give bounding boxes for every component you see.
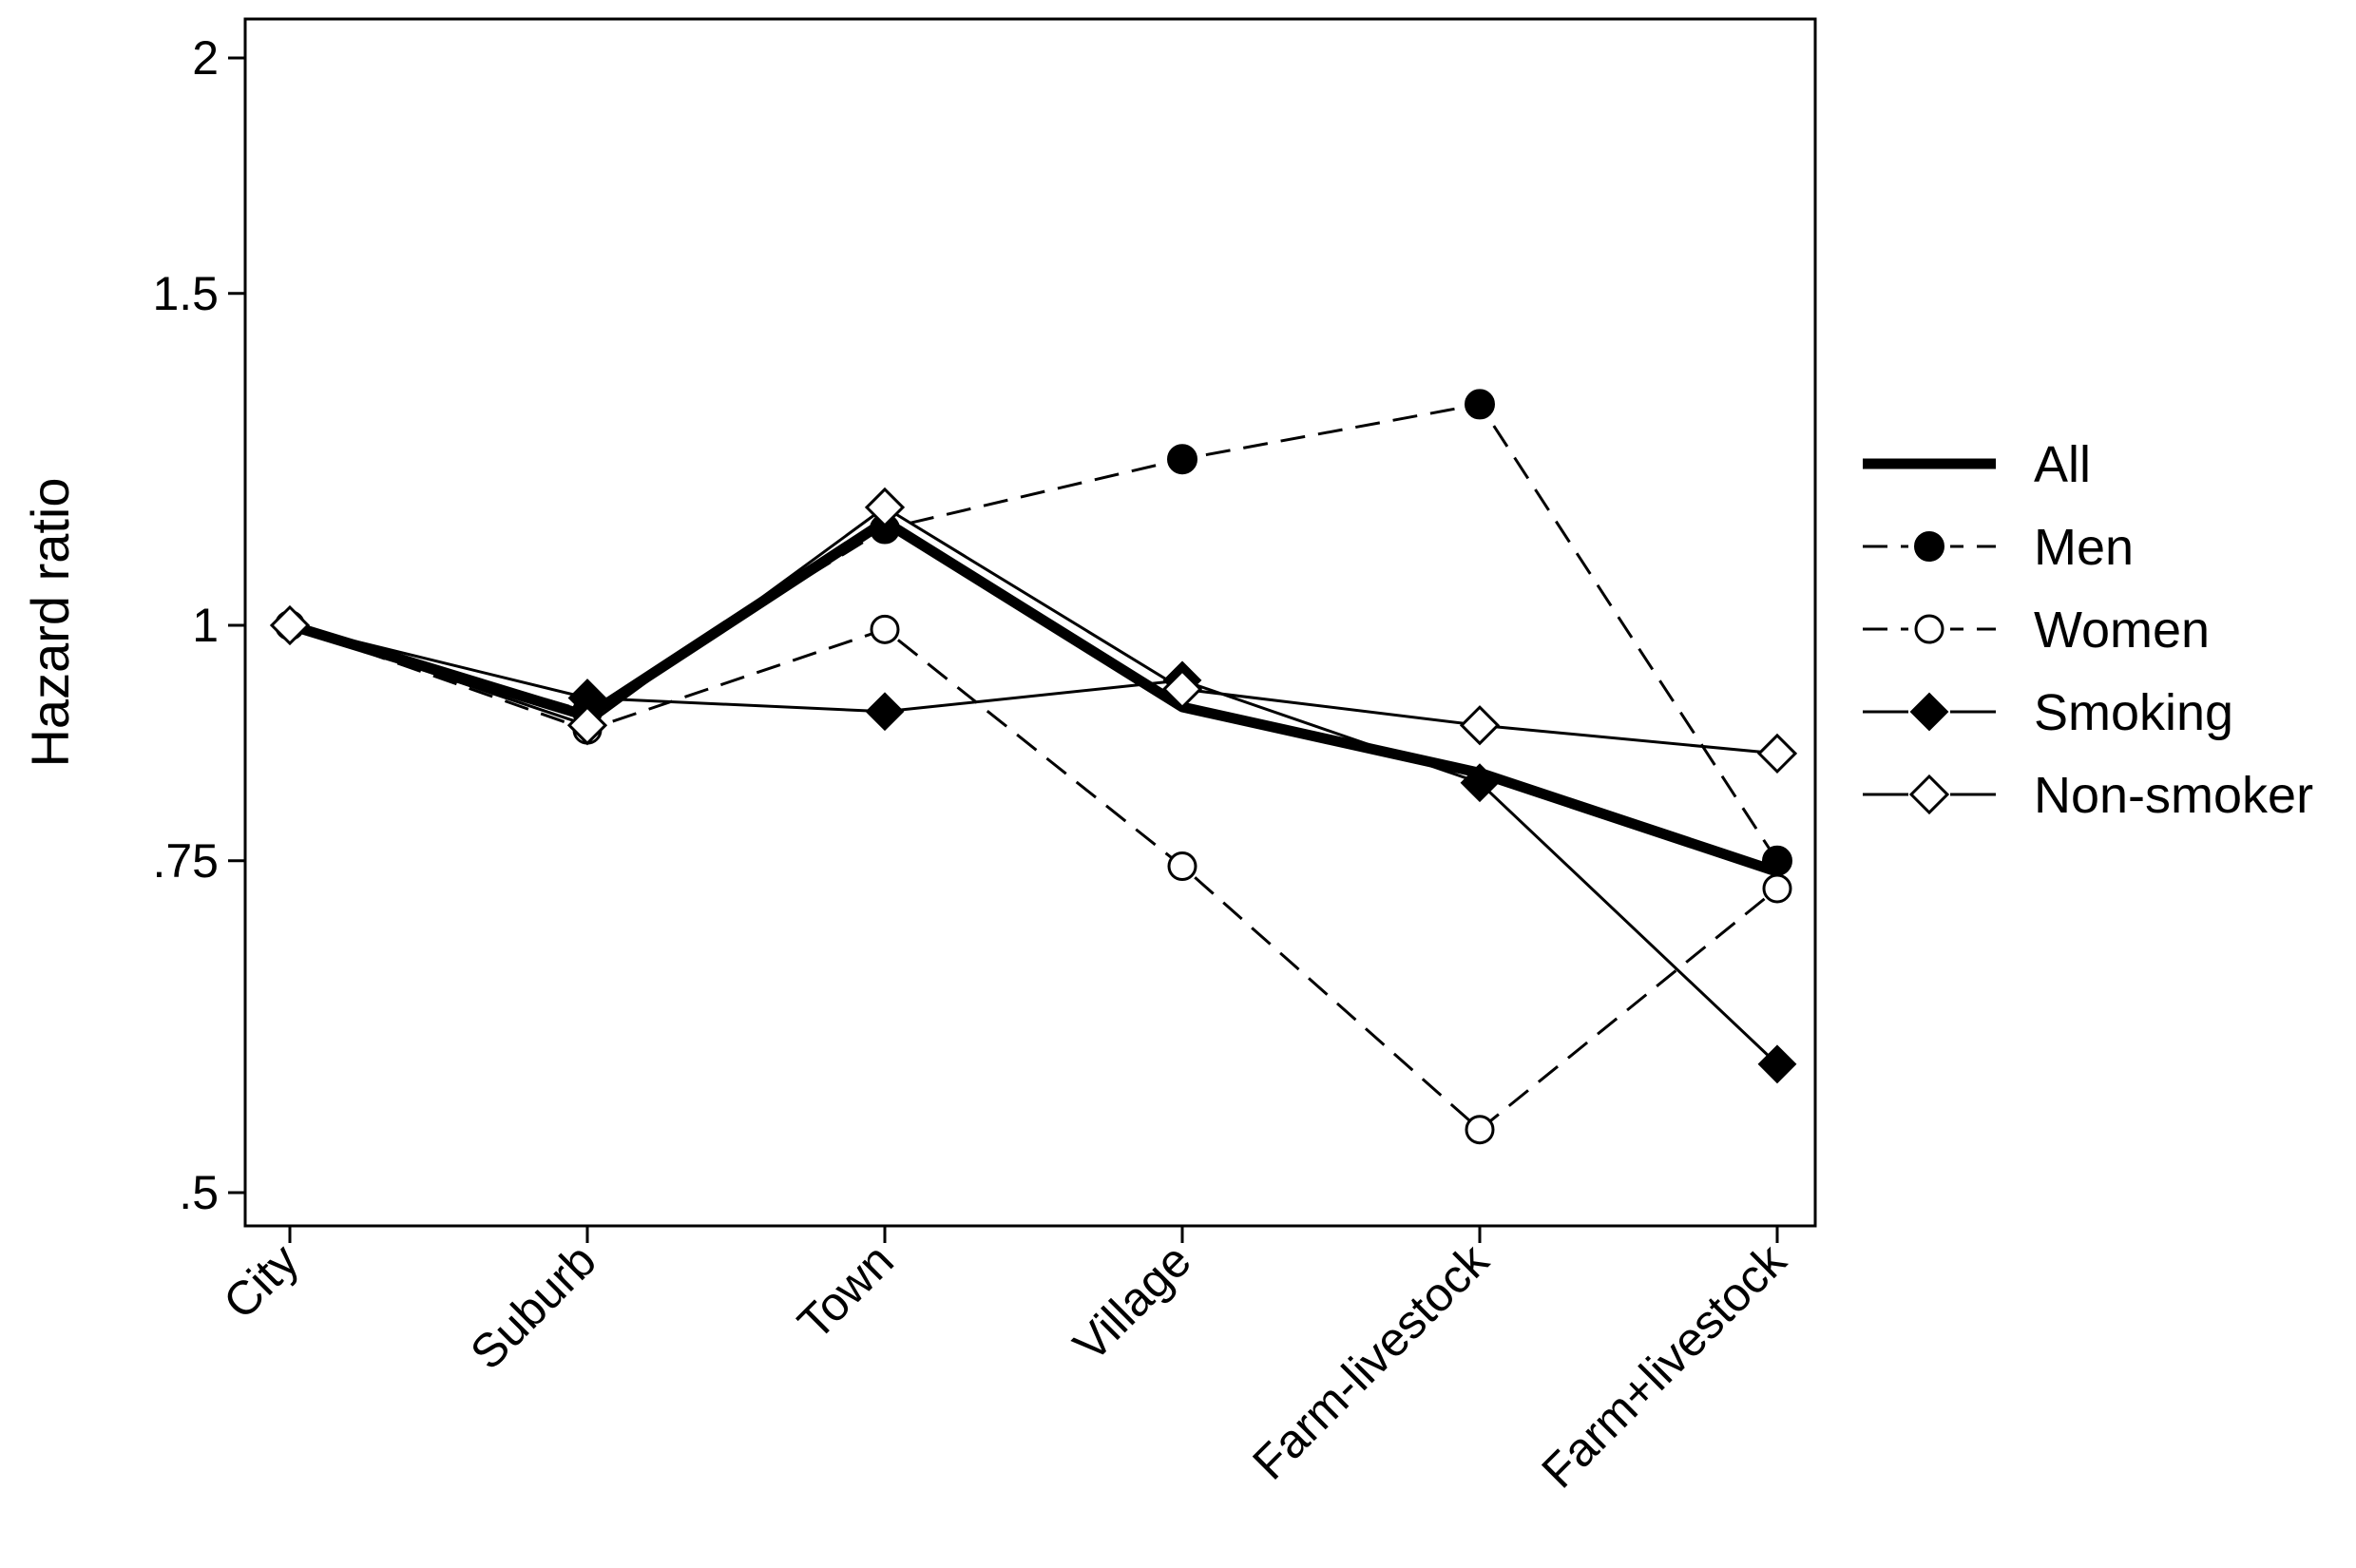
series-line-all: [288, 516, 1779, 877]
point-non-smoker: [1459, 705, 1501, 746]
point-non-smoker: [1756, 733, 1798, 774]
x-axis: City Suburb Town Village Farm-livestock Farm+…: [213, 1226, 1796, 1498]
point-non-smoker: [1161, 669, 1203, 710]
legend-label: Smoking: [2034, 684, 2233, 741]
point-men: [1762, 845, 1792, 876]
y-tick-label: 2: [192, 31, 219, 85]
legend-marker: [1909, 692, 1949, 732]
legend-marker: [1914, 614, 1944, 644]
point-women: [870, 614, 900, 644]
point-non-smoker: [566, 705, 608, 746]
x-tick-label: City: [213, 1233, 308, 1329]
x-tick-label: Village: [1063, 1233, 1201, 1371]
series-line-women: [289, 623, 1778, 1132]
point-men: [1465, 389, 1495, 420]
series-markers: [269, 389, 1798, 1145]
legend: All Men Women Smoking Non-smoker: [1863, 436, 2313, 824]
x-tick-label: Suburb: [460, 1233, 606, 1380]
point-women: [1762, 873, 1792, 904]
series-line-smoking: [289, 623, 1779, 1065]
point-smoking: [1460, 763, 1500, 803]
legend-label: Men: [2034, 519, 2134, 576]
y-tick-label: .5: [179, 1166, 219, 1219]
point-smoking: [865, 692, 905, 732]
point-women: [1167, 851, 1197, 882]
legend-marker: [1914, 531, 1944, 562]
y-axis: .5 .75 1 1.5 2: [152, 31, 245, 1219]
series-line-non-smoker: [289, 506, 1778, 755]
legend-label: Non-smoker: [2034, 767, 2313, 824]
series-lines: [288, 402, 1779, 1132]
y-tick-label: .75: [152, 834, 219, 888]
y-tick-label: 1: [192, 599, 219, 652]
point-men: [1167, 444, 1197, 475]
point-women: [1465, 1115, 1495, 1145]
x-tick-label: Town: [788, 1233, 904, 1349]
y-axis-title: Hazard ratio: [20, 477, 80, 767]
legend-marker: [1908, 774, 1950, 815]
point-non-smoker: [864, 487, 906, 528]
point-non-smoker: [269, 604, 311, 646]
y-tick-label: 1.5: [152, 267, 219, 320]
plot-frame: [243, 17, 1817, 1228]
point-smoking: [1757, 1044, 1797, 1084]
legend-label: All: [2034, 436, 2091, 493]
x-tick-label: Farm+livestock: [1531, 1233, 1796, 1498]
series-line-men: [289, 402, 1779, 862]
legend-label: Women: [2034, 602, 2210, 659]
x-tick-label: Farm-livestock: [1242, 1233, 1499, 1489]
